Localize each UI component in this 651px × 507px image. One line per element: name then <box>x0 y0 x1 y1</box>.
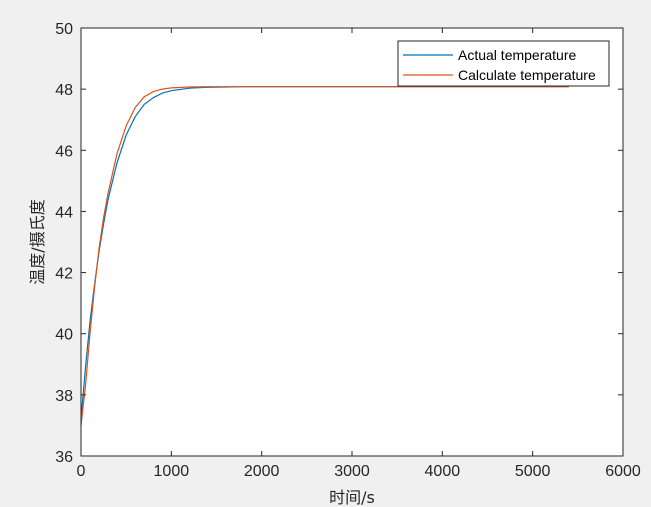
x-tick-label: 4000 <box>425 463 461 480</box>
series-line-2 <box>80 86 569 426</box>
y-axis-title: 温度/摄氏度 <box>28 199 47 284</box>
x-tick-label: 6000 <box>605 463 641 480</box>
legend-label-2: Calculate temperature <box>458 67 596 83</box>
legend: Actual temperature Calculate temperature <box>397 40 610 87</box>
y-tick-label: 46 <box>55 143 73 160</box>
x-tick-label: 5000 <box>515 463 551 480</box>
y-tick-label: 48 <box>55 82 73 99</box>
ticks-layer: 0 1000 2000 3000 4000 5000 6000 36 38 40 42 44 46 48 5… <box>55 21 641 480</box>
y-tick-label: 42 <box>55 266 73 283</box>
plot-area <box>81 28 623 456</box>
series-layer <box>80 86 569 426</box>
y-tick-label: 40 <box>55 327 73 344</box>
y-tick-label: 44 <box>55 204 73 221</box>
x-tick-label: 3000 <box>334 463 370 480</box>
x-tick-label: 1000 <box>154 463 190 480</box>
y-tick-label: 50 <box>55 21 73 38</box>
y-tick-label: 36 <box>55 449 73 466</box>
y-tick-label: 38 <box>55 388 73 405</box>
x-tick-label: 2000 <box>244 463 280 480</box>
legend-box <box>397 40 610 87</box>
x-axis-title: 时间/s <box>329 488 375 507</box>
x-tick-label: 0 <box>77 463 86 480</box>
legend-label-1: Actual temperature <box>458 47 576 63</box>
